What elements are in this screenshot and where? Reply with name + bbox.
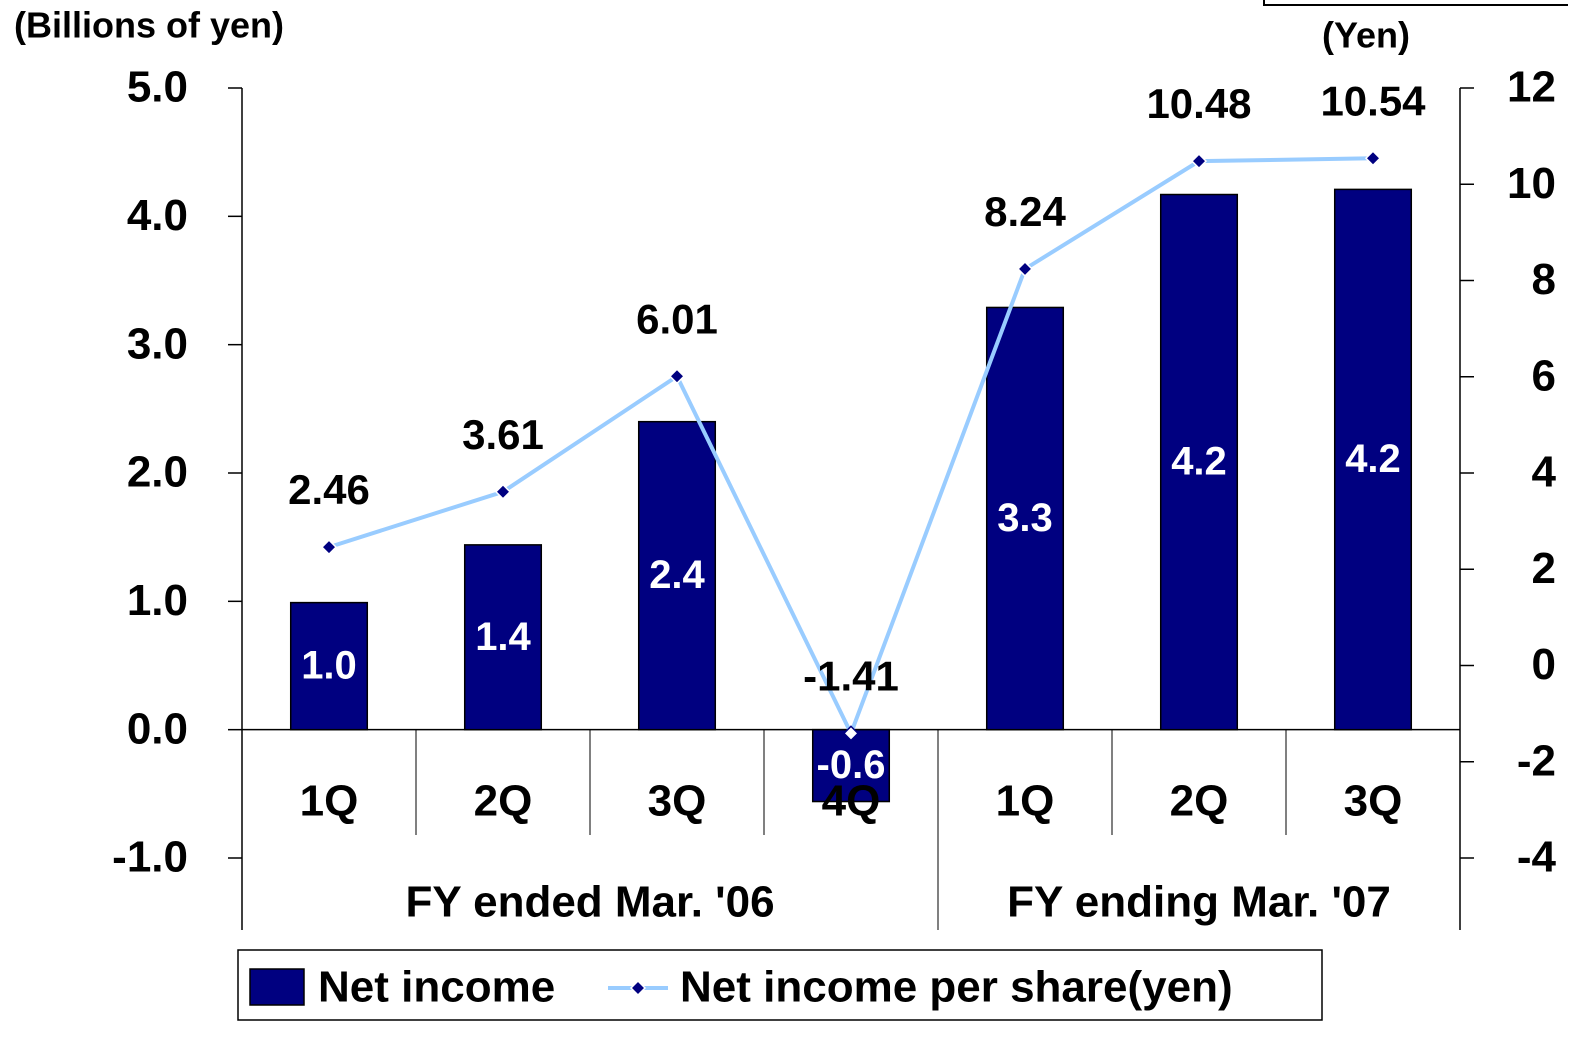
line-value-label: 8.24 bbox=[984, 188, 1066, 235]
y-tick-label: 3.0 bbox=[127, 319, 188, 368]
y-tick-label: 1.0 bbox=[127, 576, 188, 625]
line-value-label: 10.54 bbox=[1320, 77, 1426, 124]
x-tick-label: 2Q bbox=[1170, 777, 1229, 826]
y2-tick-label: 4 bbox=[1532, 448, 1557, 497]
legend-swatch bbox=[249, 968, 305, 1006]
line-value-label: 10.48 bbox=[1146, 80, 1251, 127]
line-value-label: -1.41 bbox=[803, 652, 899, 699]
legend-marker bbox=[629, 979, 647, 997]
group-label: FY ended Mar. '06 bbox=[405, 878, 774, 927]
y2-tick-label: 10 bbox=[1507, 159, 1556, 208]
bar-value-label: 1.4 bbox=[475, 615, 531, 659]
bar-value-label: 3.3 bbox=[997, 496, 1053, 540]
bar-value-label: 4.2 bbox=[1345, 437, 1401, 481]
group-label: FY ending Mar. '07 bbox=[1007, 878, 1391, 927]
x-tick-label: 3Q bbox=[1344, 777, 1403, 826]
line-marker bbox=[842, 725, 860, 742]
x-tick-label: 1Q bbox=[300, 777, 359, 826]
bar bbox=[289, 601, 369, 731]
y-tick-label: 4.0 bbox=[127, 191, 188, 240]
line-value-label: 3.61 bbox=[462, 411, 544, 458]
y-tick-label: -1.0 bbox=[112, 833, 188, 882]
bar-value-label: -0.6 bbox=[817, 743, 886, 787]
legend-label: Net income per share(yen) bbox=[680, 963, 1233, 1012]
line-marker bbox=[1364, 150, 1382, 167]
y-tick-label: 0.0 bbox=[127, 704, 188, 753]
x-tick-label: 2Q bbox=[474, 777, 533, 826]
bar bbox=[985, 306, 1065, 731]
y2-tick-label: 8 bbox=[1532, 255, 1556, 304]
legend-box bbox=[237, 949, 1323, 1021]
bar-value-label: 1.0 bbox=[301, 644, 357, 688]
y2-tick-label: 12 bbox=[1507, 63, 1556, 112]
y-tick-label: 2.0 bbox=[127, 448, 188, 497]
bar-value-label: 2.4 bbox=[649, 553, 705, 597]
y2-tick-label: 2 bbox=[1532, 544, 1556, 593]
bar bbox=[811, 728, 891, 803]
line-marker bbox=[1016, 260, 1034, 278]
x-tick-label: 1Q bbox=[996, 777, 1055, 826]
line-marker bbox=[668, 368, 686, 385]
line-marker bbox=[1190, 153, 1208, 170]
y2-tick-label: -2 bbox=[1517, 736, 1556, 785]
line-marker bbox=[320, 539, 338, 556]
x-tick-label: 3Q bbox=[648, 777, 707, 826]
bar bbox=[463, 544, 543, 731]
y2-tick-label: 6 bbox=[1532, 351, 1556, 400]
line-value-label: 2.46 bbox=[288, 466, 370, 513]
y2-tick-label: -4 bbox=[1517, 833, 1557, 882]
line-value-label: 6.01 bbox=[636, 295, 718, 342]
frame-fragment bbox=[1263, 0, 1568, 6]
y-tick-label: 5.0 bbox=[127, 63, 188, 112]
bar bbox=[1333, 188, 1413, 731]
legend-label: Net income bbox=[318, 963, 555, 1012]
y2-tick-label: 0 bbox=[1532, 640, 1556, 689]
y-axis-label: (Billions of yen) bbox=[14, 5, 284, 46]
bar bbox=[1159, 193, 1239, 731]
bar-value-label: 4.2 bbox=[1171, 440, 1227, 484]
bar bbox=[637, 420, 717, 731]
x-tick-label: 4Q bbox=[822, 777, 881, 826]
line-marker bbox=[494, 483, 512, 500]
y2-axis-label: (Yen) bbox=[1322, 15, 1410, 56]
